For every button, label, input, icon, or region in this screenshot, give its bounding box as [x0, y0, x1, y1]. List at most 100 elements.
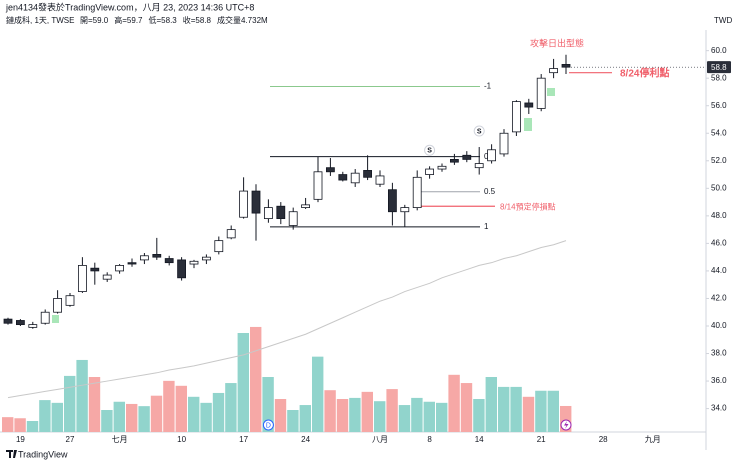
volume-bar	[522, 396, 535, 432]
y-tick-label: 50.0	[711, 183, 727, 192]
candle-body	[536, 77, 546, 109]
candle-body	[449, 159, 459, 163]
y-tick-label: 54.0	[711, 128, 727, 137]
volume-bar	[374, 401, 386, 432]
candle-body	[239, 190, 249, 218]
annotation-text: 8/14預定停損點	[500, 201, 556, 211]
volume-bar	[299, 405, 311, 432]
volume-bar	[448, 374, 460, 432]
volume-bar	[237, 333, 249, 432]
candle-body	[164, 258, 174, 264]
brand-logo	[6, 450, 17, 458]
candle-body	[40, 311, 50, 324]
candle-body	[214, 240, 224, 253]
y-tick-label: 52.0	[711, 156, 727, 165]
x-tick-label: 七月	[112, 435, 128, 444]
candle-body	[387, 189, 397, 213]
candle-body	[375, 175, 385, 185]
volume-bar	[212, 392, 225, 432]
symbol: 鏈成科, 1天, TWSE	[6, 15, 74, 25]
legend-item: 高=59.7	[114, 15, 143, 25]
volume-bar	[560, 405, 572, 432]
candle-body	[78, 265, 87, 292]
x-tick-label: 八月	[372, 435, 388, 444]
fib-label: 0	[484, 152, 489, 161]
event-text: D	[266, 422, 271, 429]
candle-body	[512, 101, 521, 133]
y-tick-label: 42.0	[711, 294, 727, 303]
candle-body	[325, 167, 335, 173]
candle-body	[226, 229, 236, 239]
x-tick-label: 21	[537, 435, 546, 444]
candle-body	[350, 172, 360, 184]
volume-bar	[535, 390, 547, 432]
candle-body	[437, 165, 447, 170]
volume-bar	[423, 401, 435, 432]
volume-bar	[436, 402, 448, 432]
volume-bar	[101, 410, 113, 432]
volume-bar	[76, 359, 88, 432]
logo-icon	[6, 450, 17, 458]
volume-bar	[398, 405, 411, 432]
volume-bar	[225, 383, 237, 432]
credit: jen4134發表於TradingView.com，八月 23, 2023 14…	[5, 1, 254, 12]
y-tick-label: 56.0	[711, 101, 727, 110]
legend-item: 收=58.8	[183, 15, 212, 25]
volume-bar	[547, 390, 559, 432]
highlight-box	[524, 118, 532, 131]
candle-body	[276, 205, 286, 220]
y-tick-label: 46.0	[711, 238, 727, 247]
candle-body	[561, 64, 571, 68]
signal-text: S	[477, 128, 482, 135]
volume-bar	[361, 391, 373, 432]
volume-bar	[188, 396, 200, 432]
volume-bar	[312, 356, 324, 432]
legend-item: 低=58.3	[149, 15, 178, 25]
volume-bar	[163, 380, 175, 432]
candle-body	[400, 207, 410, 213]
x-tick-label: 14	[475, 435, 484, 444]
event-badge	[262, 419, 274, 431]
volume-bar	[411, 397, 423, 432]
moving-average	[7, 240, 567, 399]
candle-body	[313, 171, 323, 200]
brand: TradingView	[18, 449, 68, 459]
volume-bar	[460, 383, 473, 432]
x-tick-label: 8	[427, 435, 432, 444]
candle-body	[139, 255, 149, 261]
volume-bar	[51, 402, 63, 432]
signal-text: S	[427, 148, 432, 155]
candle-body	[462, 154, 472, 160]
candle-body	[65, 295, 75, 306]
volume-bar	[64, 375, 76, 432]
candle-body	[412, 176, 422, 208]
y-tick-label: 40.0	[711, 321, 727, 330]
candle-body	[152, 254, 162, 258]
fib-label: 0.5	[484, 187, 496, 196]
candle-body	[251, 190, 261, 214]
candle-body	[425, 168, 435, 175]
y-tick-label: 36.0	[711, 376, 727, 385]
highlight-box	[52, 315, 59, 323]
candle-body	[474, 163, 484, 169]
candle-body	[15, 320, 25, 326]
highlight-box	[547, 88, 555, 96]
volume-bar	[485, 377, 497, 432]
volume-bar	[349, 397, 361, 432]
x-tick-label: 27	[66, 435, 75, 444]
candle-body	[288, 211, 298, 226]
x-tick-label: 17	[239, 435, 248, 444]
legend-item: 成交量4.732M	[217, 15, 268, 25]
fib-label: -1	[484, 82, 492, 91]
currency: TWD	[714, 16, 732, 25]
volume-bar	[126, 403, 138, 432]
x-tick-label: 10	[177, 435, 186, 444]
signal-badge	[473, 125, 485, 137]
x-tick-label: 28	[599, 435, 608, 444]
volume-bar	[150, 395, 163, 432]
volume-bar	[336, 399, 349, 432]
legend-item: 開=59.0	[80, 16, 109, 25]
y-tick-label: 58.0	[711, 73, 727, 82]
volume-bar	[138, 406, 150, 432]
